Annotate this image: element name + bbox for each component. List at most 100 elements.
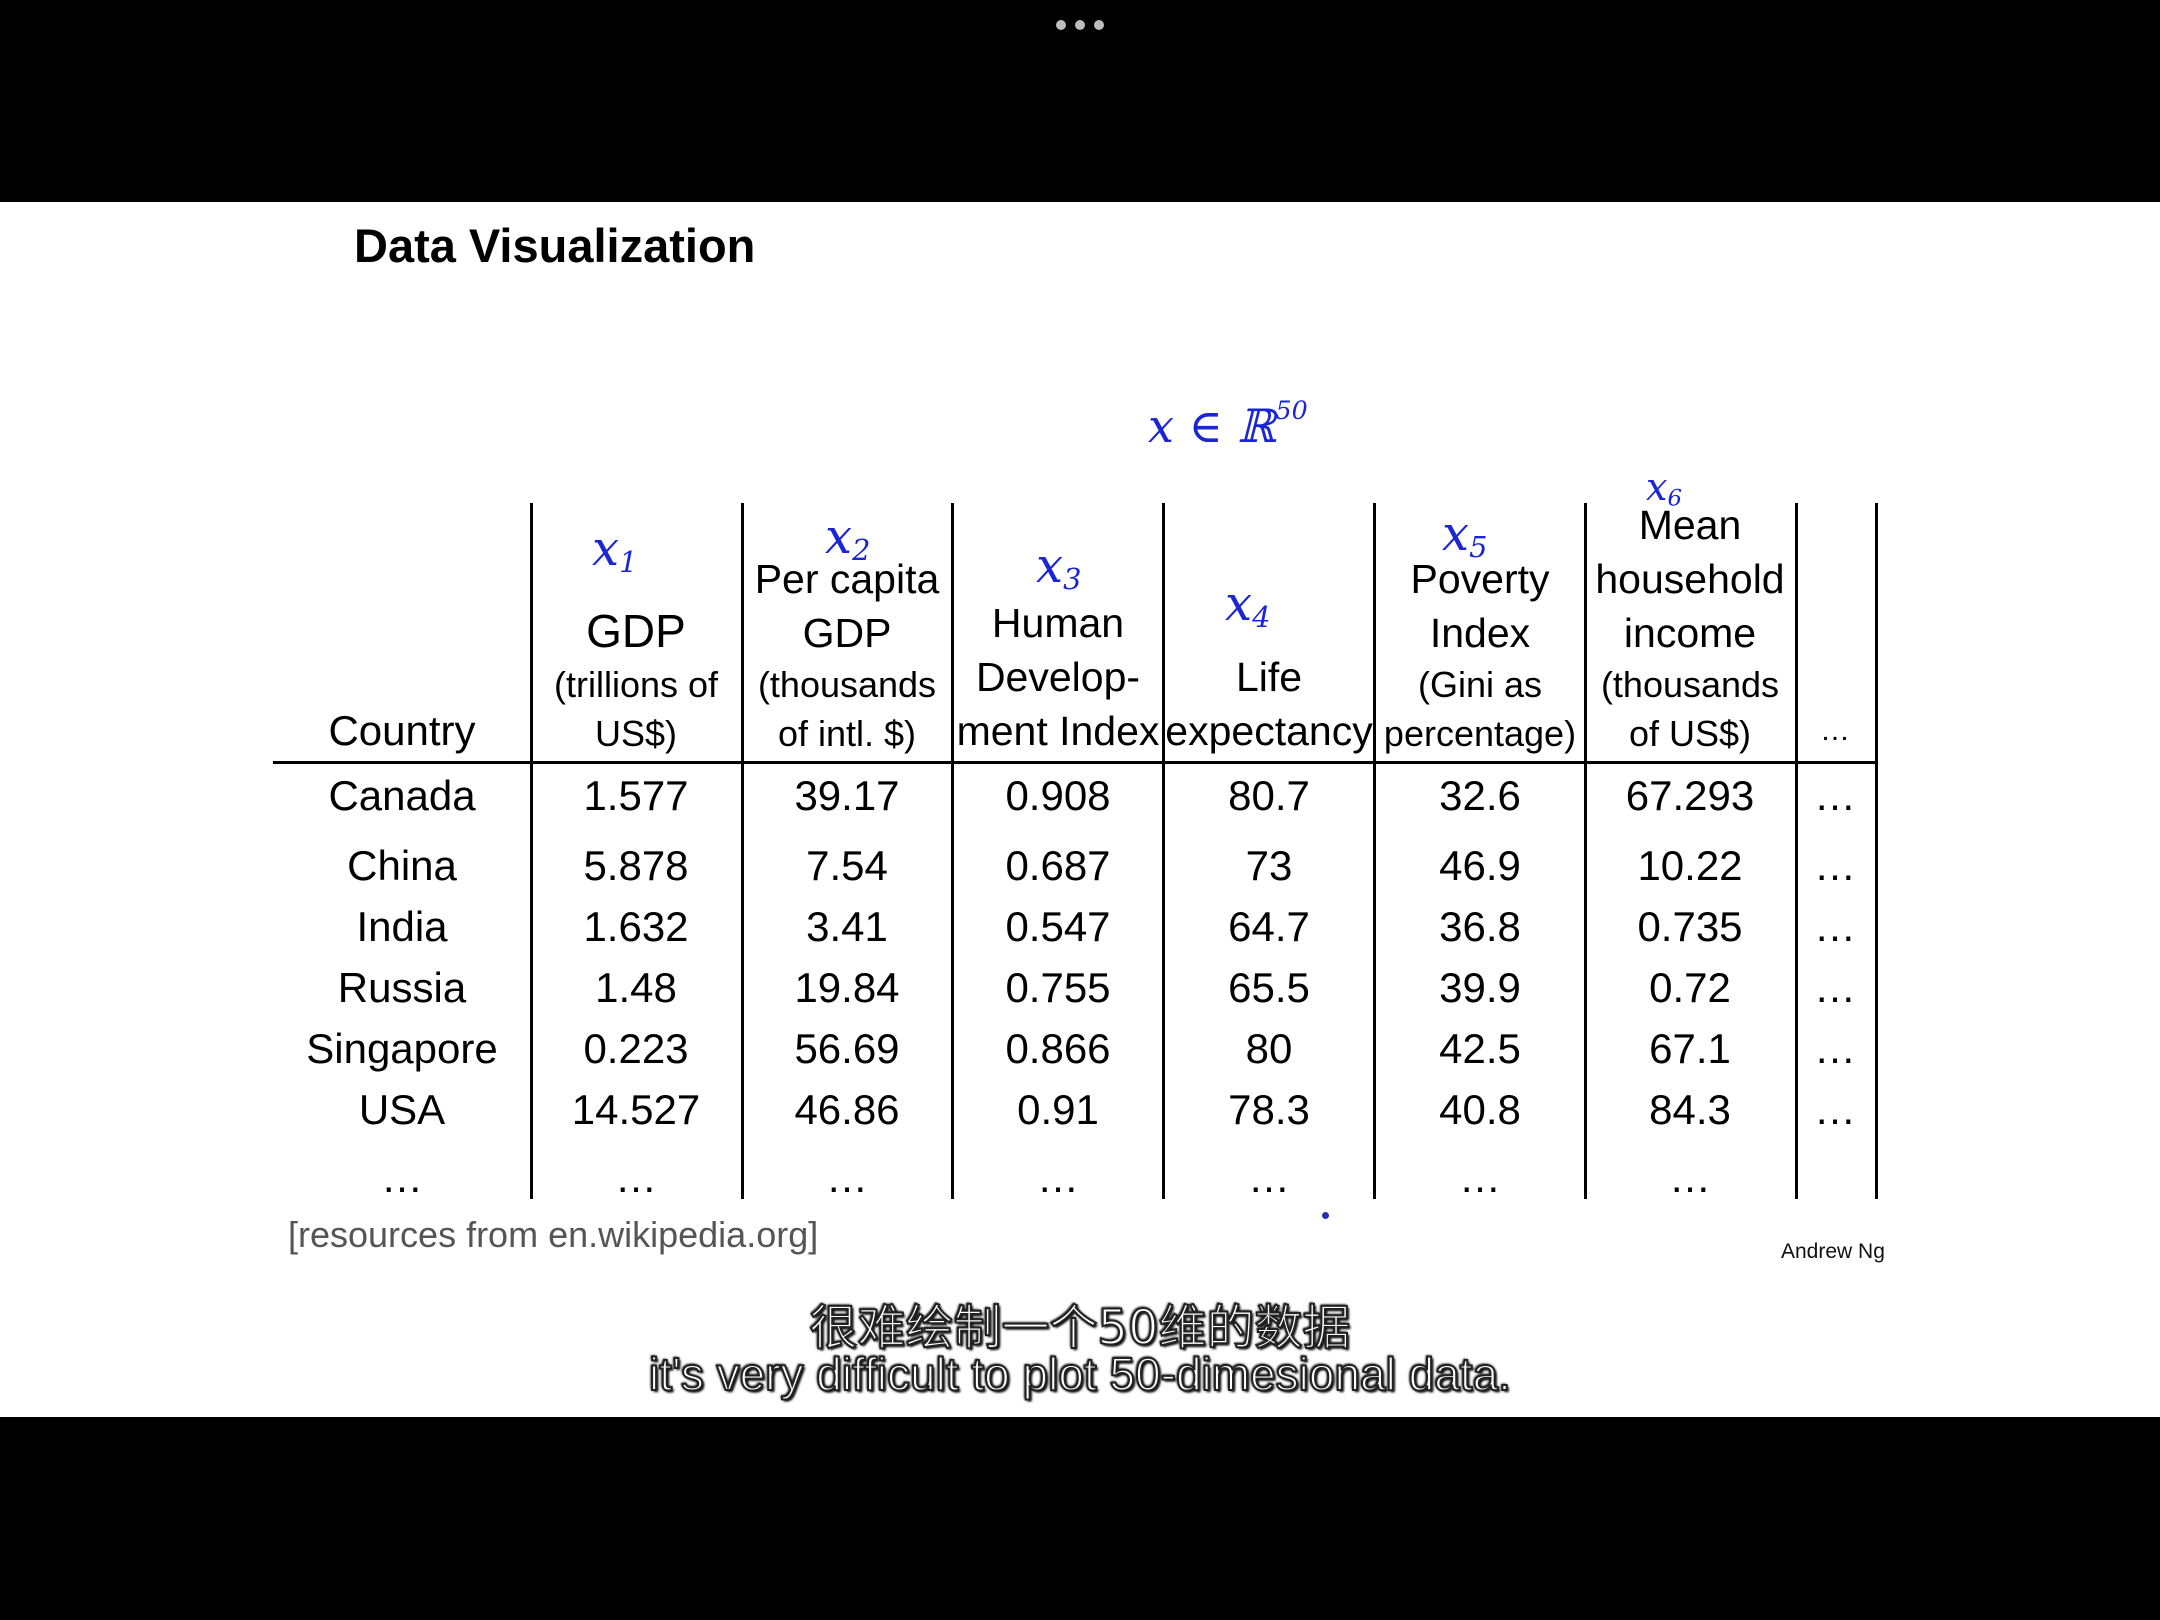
table-cell: 39.9 bbox=[1439, 964, 1521, 1011]
handwritten-variable-label: x6 bbox=[1646, 468, 1682, 510]
table-cell: 65.5 bbox=[1228, 964, 1310, 1011]
table-cell: … bbox=[826, 1154, 868, 1201]
table-cell: 3.41 bbox=[806, 903, 888, 950]
header-line: Poverty bbox=[1410, 556, 1550, 602]
handwritten-annotation: x ∈ ℝ50 bbox=[1148, 398, 1308, 449]
handwritten-variable-label: x3 bbox=[1036, 542, 1081, 594]
table-cell: 14.527 bbox=[571, 1086, 701, 1133]
header-line: Develop- bbox=[975, 654, 1141, 700]
table-cell: … bbox=[1814, 1086, 1856, 1133]
column-header: Life expectancy bbox=[1164, 650, 1374, 758]
table-cell: 0.223 bbox=[583, 1025, 689, 1072]
column-divider bbox=[951, 503, 954, 1199]
header-divider bbox=[273, 761, 1877, 764]
table-cell: 46.86 bbox=[794, 1086, 900, 1133]
country-cell: Canada bbox=[328, 772, 476, 819]
table-cell: 0.908 bbox=[1005, 772, 1111, 819]
column-header: Poverty Index (Gini as percentage) bbox=[1375, 552, 1585, 758]
variable-symbol: x bbox=[592, 521, 620, 577]
header-line: income bbox=[1623, 610, 1757, 656]
header-line: GDP bbox=[802, 610, 892, 656]
column-header: Human Develop-ment Index bbox=[953, 596, 1163, 758]
table-cell: … bbox=[1814, 903, 1856, 950]
table-cell bbox=[1795, 1153, 1875, 1203]
table-cell: 19.84 bbox=[794, 964, 900, 1011]
variable-symbol: x bbox=[1442, 506, 1470, 562]
variable-symbol: x bbox=[1646, 465, 1668, 509]
table-cell: … bbox=[1037, 1154, 1079, 1201]
slide-title: Data Visualization bbox=[354, 219, 756, 272]
stray-pen-dot bbox=[1322, 1212, 1329, 1219]
variable-subscript: 6 bbox=[1667, 485, 1682, 512]
table-cell: 32.6 bbox=[1439, 772, 1521, 819]
table-cell: … bbox=[1669, 1154, 1711, 1201]
table-cell: 1.577 bbox=[583, 772, 689, 819]
table-cell: 10.22 bbox=[1637, 842, 1743, 889]
country-cell: China bbox=[347, 842, 457, 889]
table-cell: 84.3 bbox=[1649, 1086, 1731, 1133]
table-cell: … bbox=[1814, 964, 1856, 1011]
header-line: Human bbox=[991, 600, 1125, 646]
bottom-bar bbox=[0, 1417, 2160, 1620]
table-cell: 78.3 bbox=[1228, 1086, 1310, 1133]
handwritten-variable-label: x1 bbox=[592, 525, 637, 577]
table-cell: 5.878 bbox=[583, 842, 689, 889]
column-divider bbox=[1584, 503, 1587, 1199]
annotation-var: x bbox=[1148, 398, 1174, 453]
subtitle-english: it's very difficult to plot 50-dimesiona… bbox=[648, 1347, 1512, 1401]
annotation-op: ∈ bbox=[1188, 398, 1223, 453]
table-cell: 40.8 bbox=[1439, 1086, 1521, 1133]
column-divider bbox=[1795, 503, 1798, 1199]
column-divider bbox=[1875, 503, 1878, 1199]
header-subline: (trillions of bbox=[553, 664, 719, 705]
variable-subscript: 4 bbox=[1252, 600, 1271, 635]
country-cell: Singapore bbox=[306, 1025, 498, 1072]
handwritten-variable-label: x2 bbox=[825, 513, 870, 565]
table-cell: 1.632 bbox=[583, 903, 689, 950]
table-cell: 0.755 bbox=[1005, 964, 1111, 1011]
table-cell: 0.547 bbox=[1005, 903, 1111, 950]
table-cell: 0.687 bbox=[1005, 842, 1111, 889]
variable-subscript: 5 bbox=[1469, 530, 1488, 565]
country-cell: Russia bbox=[337, 964, 467, 1011]
table-cell: … bbox=[1814, 772, 1856, 819]
column-header: GDP (trillions of US$) bbox=[531, 602, 741, 758]
table-cell: 80.7 bbox=[1228, 772, 1310, 819]
table-cell: 39.17 bbox=[794, 772, 900, 819]
table-cell: 0.91 bbox=[1017, 1086, 1099, 1133]
header-subline: of US$) bbox=[1628, 713, 1752, 754]
handwritten-variable-label: x4 bbox=[1225, 580, 1270, 632]
header-subline: (thousands bbox=[757, 664, 937, 705]
annotation-exponent: 50 bbox=[1275, 396, 1308, 425]
column-header: Per capita GDP (thousands of intl. $) bbox=[742, 552, 952, 758]
author-credit: Andrew Ng bbox=[1781, 1240, 1885, 1263]
table-cell: 46.9 bbox=[1439, 842, 1521, 889]
table-cell: 67.1 bbox=[1649, 1025, 1731, 1072]
table-cell: 1.48 bbox=[595, 964, 677, 1011]
table-cell: … bbox=[1814, 842, 1856, 889]
table-cell: … bbox=[1459, 1154, 1501, 1201]
variable-symbol: x bbox=[825, 509, 853, 565]
header-subline: US$) bbox=[594, 713, 678, 754]
table-cell: 73 bbox=[1245, 842, 1293, 889]
country-cell: USA bbox=[358, 1086, 446, 1133]
country-cell: … bbox=[381, 1154, 423, 1201]
table-cell: 64.7 bbox=[1228, 903, 1310, 950]
table-cell: 42.5 bbox=[1439, 1025, 1521, 1072]
variable-symbol: x bbox=[1225, 576, 1253, 632]
more-options-icon[interactable] bbox=[1056, 18, 1104, 32]
header-subline: of intl. $) bbox=[777, 713, 917, 754]
header-line: Index bbox=[1429, 610, 1531, 656]
top-bar bbox=[0, 0, 2160, 202]
header-line: household bbox=[1595, 556, 1785, 602]
header-subline: (thousands bbox=[1600, 664, 1780, 705]
column-divider bbox=[530, 503, 533, 1199]
column-divider bbox=[1373, 503, 1376, 1199]
column-divider bbox=[741, 503, 744, 1199]
variable-subscript: 3 bbox=[1063, 562, 1082, 597]
table-cell: 0.866 bbox=[1005, 1025, 1111, 1072]
country-header: Country bbox=[328, 707, 476, 754]
table-cell: 67.293 bbox=[1625, 772, 1755, 819]
table-cell: 36.8 bbox=[1439, 903, 1521, 950]
table-cell: … bbox=[1248, 1154, 1290, 1201]
